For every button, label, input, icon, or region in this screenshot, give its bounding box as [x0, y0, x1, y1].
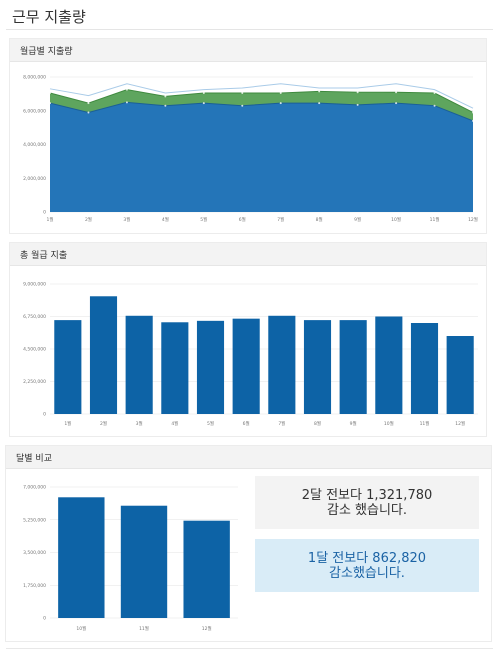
- data-point: [395, 91, 397, 93]
- x-tick-label: 5월: [207, 420, 214, 427]
- x-tick-label: 10월: [384, 420, 394, 427]
- x-tick-label: 3월: [123, 216, 130, 223]
- data-point: [280, 92, 282, 94]
- x-tick-label: 12월: [202, 625, 212, 632]
- title-divider: [6, 29, 493, 30]
- one-month-comparison: 1달 전보다 862,820 감소했습니다.: [255, 539, 479, 592]
- y-tick-label: 9,000,000: [23, 282, 46, 288]
- bar: [375, 317, 402, 415]
- data-point: [280, 102, 282, 104]
- x-tick-label: 10월: [76, 625, 86, 632]
- x-tick-label: 4월: [171, 420, 178, 427]
- comparison-line: 감소했습니다.: [255, 566, 479, 581]
- x-tick-label: 1월: [64, 420, 71, 427]
- compare-bar-chart: 0 1,750,000 3,500,000 5,250,000 7,000,000 10월…: [6, 446, 246, 641]
- data-point: [357, 91, 359, 93]
- y-tick-label: 0: [43, 412, 46, 418]
- comparison-line: 2달 전보다 1,321,780: [255, 488, 479, 503]
- x-tick-label: 12월: [455, 420, 465, 427]
- y-tick-label: 4,500,000: [23, 347, 46, 353]
- series-area: [50, 102, 473, 212]
- x-tick-label: 9월: [354, 216, 361, 223]
- y-tick-label: 8,000,000: [23, 75, 46, 81]
- x-tick-label: 2월: [100, 420, 107, 427]
- y-tick-label: 6,000,000: [23, 108, 46, 114]
- two-month-comparison: 2달 전보다 1,321,780 감소 했습니다.: [255, 476, 479, 529]
- bar: [183, 521, 229, 618]
- y-tick-label: 3,500,000: [23, 550, 46, 556]
- data-point: [164, 105, 166, 107]
- monthly-area-chart: 0 2,000,000 4,000,000 6,000,000 8,000,000 1월 2…: [10, 39, 486, 233]
- data-point: [357, 104, 359, 106]
- y-tick-label: 0: [43, 616, 46, 622]
- data-point: [126, 101, 128, 103]
- bar: [90, 296, 117, 414]
- data-point: [472, 111, 474, 113]
- x-tick-label: 4월: [162, 216, 169, 223]
- data-point: [87, 102, 89, 104]
- y-tick-label: 1,750,000: [23, 583, 46, 589]
- data-point: [434, 92, 436, 94]
- x-tick-label: 6월: [239, 216, 246, 223]
- x-tick-label: 11월: [420, 420, 430, 427]
- x-tick-label: 7월: [277, 216, 284, 223]
- bar: [58, 497, 104, 618]
- x-tick-label: 8월: [314, 420, 321, 427]
- bar: [233, 319, 260, 414]
- bottom-divider: [6, 648, 493, 649]
- bar: [304, 320, 331, 414]
- x-tick-label: 9월: [350, 420, 357, 427]
- bar: [340, 320, 367, 414]
- x-tick-label: 10월: [391, 216, 401, 223]
- x-tick-label: 12월: [468, 216, 478, 223]
- bar: [121, 506, 167, 618]
- monthly-expense-panel: 월급별 지출량 0 2,000,000 4,000,000 6,000,000 8,00…: [10, 39, 486, 233]
- y-tick-label: 0: [43, 210, 46, 216]
- data-point: [203, 102, 205, 104]
- x-tick-label: 6월: [243, 420, 250, 427]
- x-tick-label: 8월: [316, 216, 323, 223]
- bar: [197, 321, 224, 414]
- data-point: [472, 120, 474, 122]
- data-point: [126, 89, 128, 91]
- y-tick-label: 4,000,000: [23, 142, 46, 148]
- total-salary-panel: 총 월급 지출 0 2,250,000 4,500,000 6,750,000 9,00…: [10, 243, 486, 436]
- data-point: [49, 102, 51, 104]
- data-point: [203, 92, 205, 94]
- bar: [447, 336, 474, 414]
- page-title: 근무 지출량: [12, 6, 86, 27]
- x-tick-label: 5월: [200, 216, 207, 223]
- y-tick-label: 5,250,000: [23, 517, 46, 523]
- data-point: [395, 102, 397, 104]
- x-tick-label: 2월: [85, 216, 92, 223]
- y-tick-label: 7,000,000: [23, 485, 46, 491]
- data-point: [87, 111, 89, 113]
- x-tick-label: 1월: [46, 216, 53, 223]
- x-tick-label: 11월: [430, 216, 440, 223]
- data-point: [49, 92, 51, 94]
- data-point: [164, 95, 166, 97]
- bar: [54, 320, 81, 414]
- bar: [161, 322, 188, 414]
- data-point: [241, 92, 243, 94]
- total-bar-chart: 0 2,250,000 4,500,000 6,750,000 9,000,000 1월 2…: [10, 243, 486, 436]
- monthly-compare-panel: 달별 비교 0 1,750,000 3,500,000 5,250,000 7,000,…: [6, 446, 491, 641]
- x-tick-label: 3월: [136, 420, 143, 427]
- data-point: [241, 105, 243, 107]
- bar: [411, 323, 438, 414]
- y-tick-label: 2,250,000: [23, 379, 46, 385]
- comparison-line: 1달 전보다 862,820: [255, 551, 479, 566]
- data-point: [318, 90, 320, 92]
- bar: [268, 316, 295, 414]
- data-point: [318, 102, 320, 104]
- comparison-line: 감소 했습니다.: [255, 503, 479, 518]
- x-tick-label: 11월: [139, 625, 149, 632]
- y-tick-label: 2,000,000: [23, 176, 46, 182]
- data-point: [434, 105, 436, 107]
- y-tick-label: 6,750,000: [23, 314, 46, 320]
- bar: [126, 316, 153, 414]
- x-tick-label: 7월: [278, 420, 285, 427]
